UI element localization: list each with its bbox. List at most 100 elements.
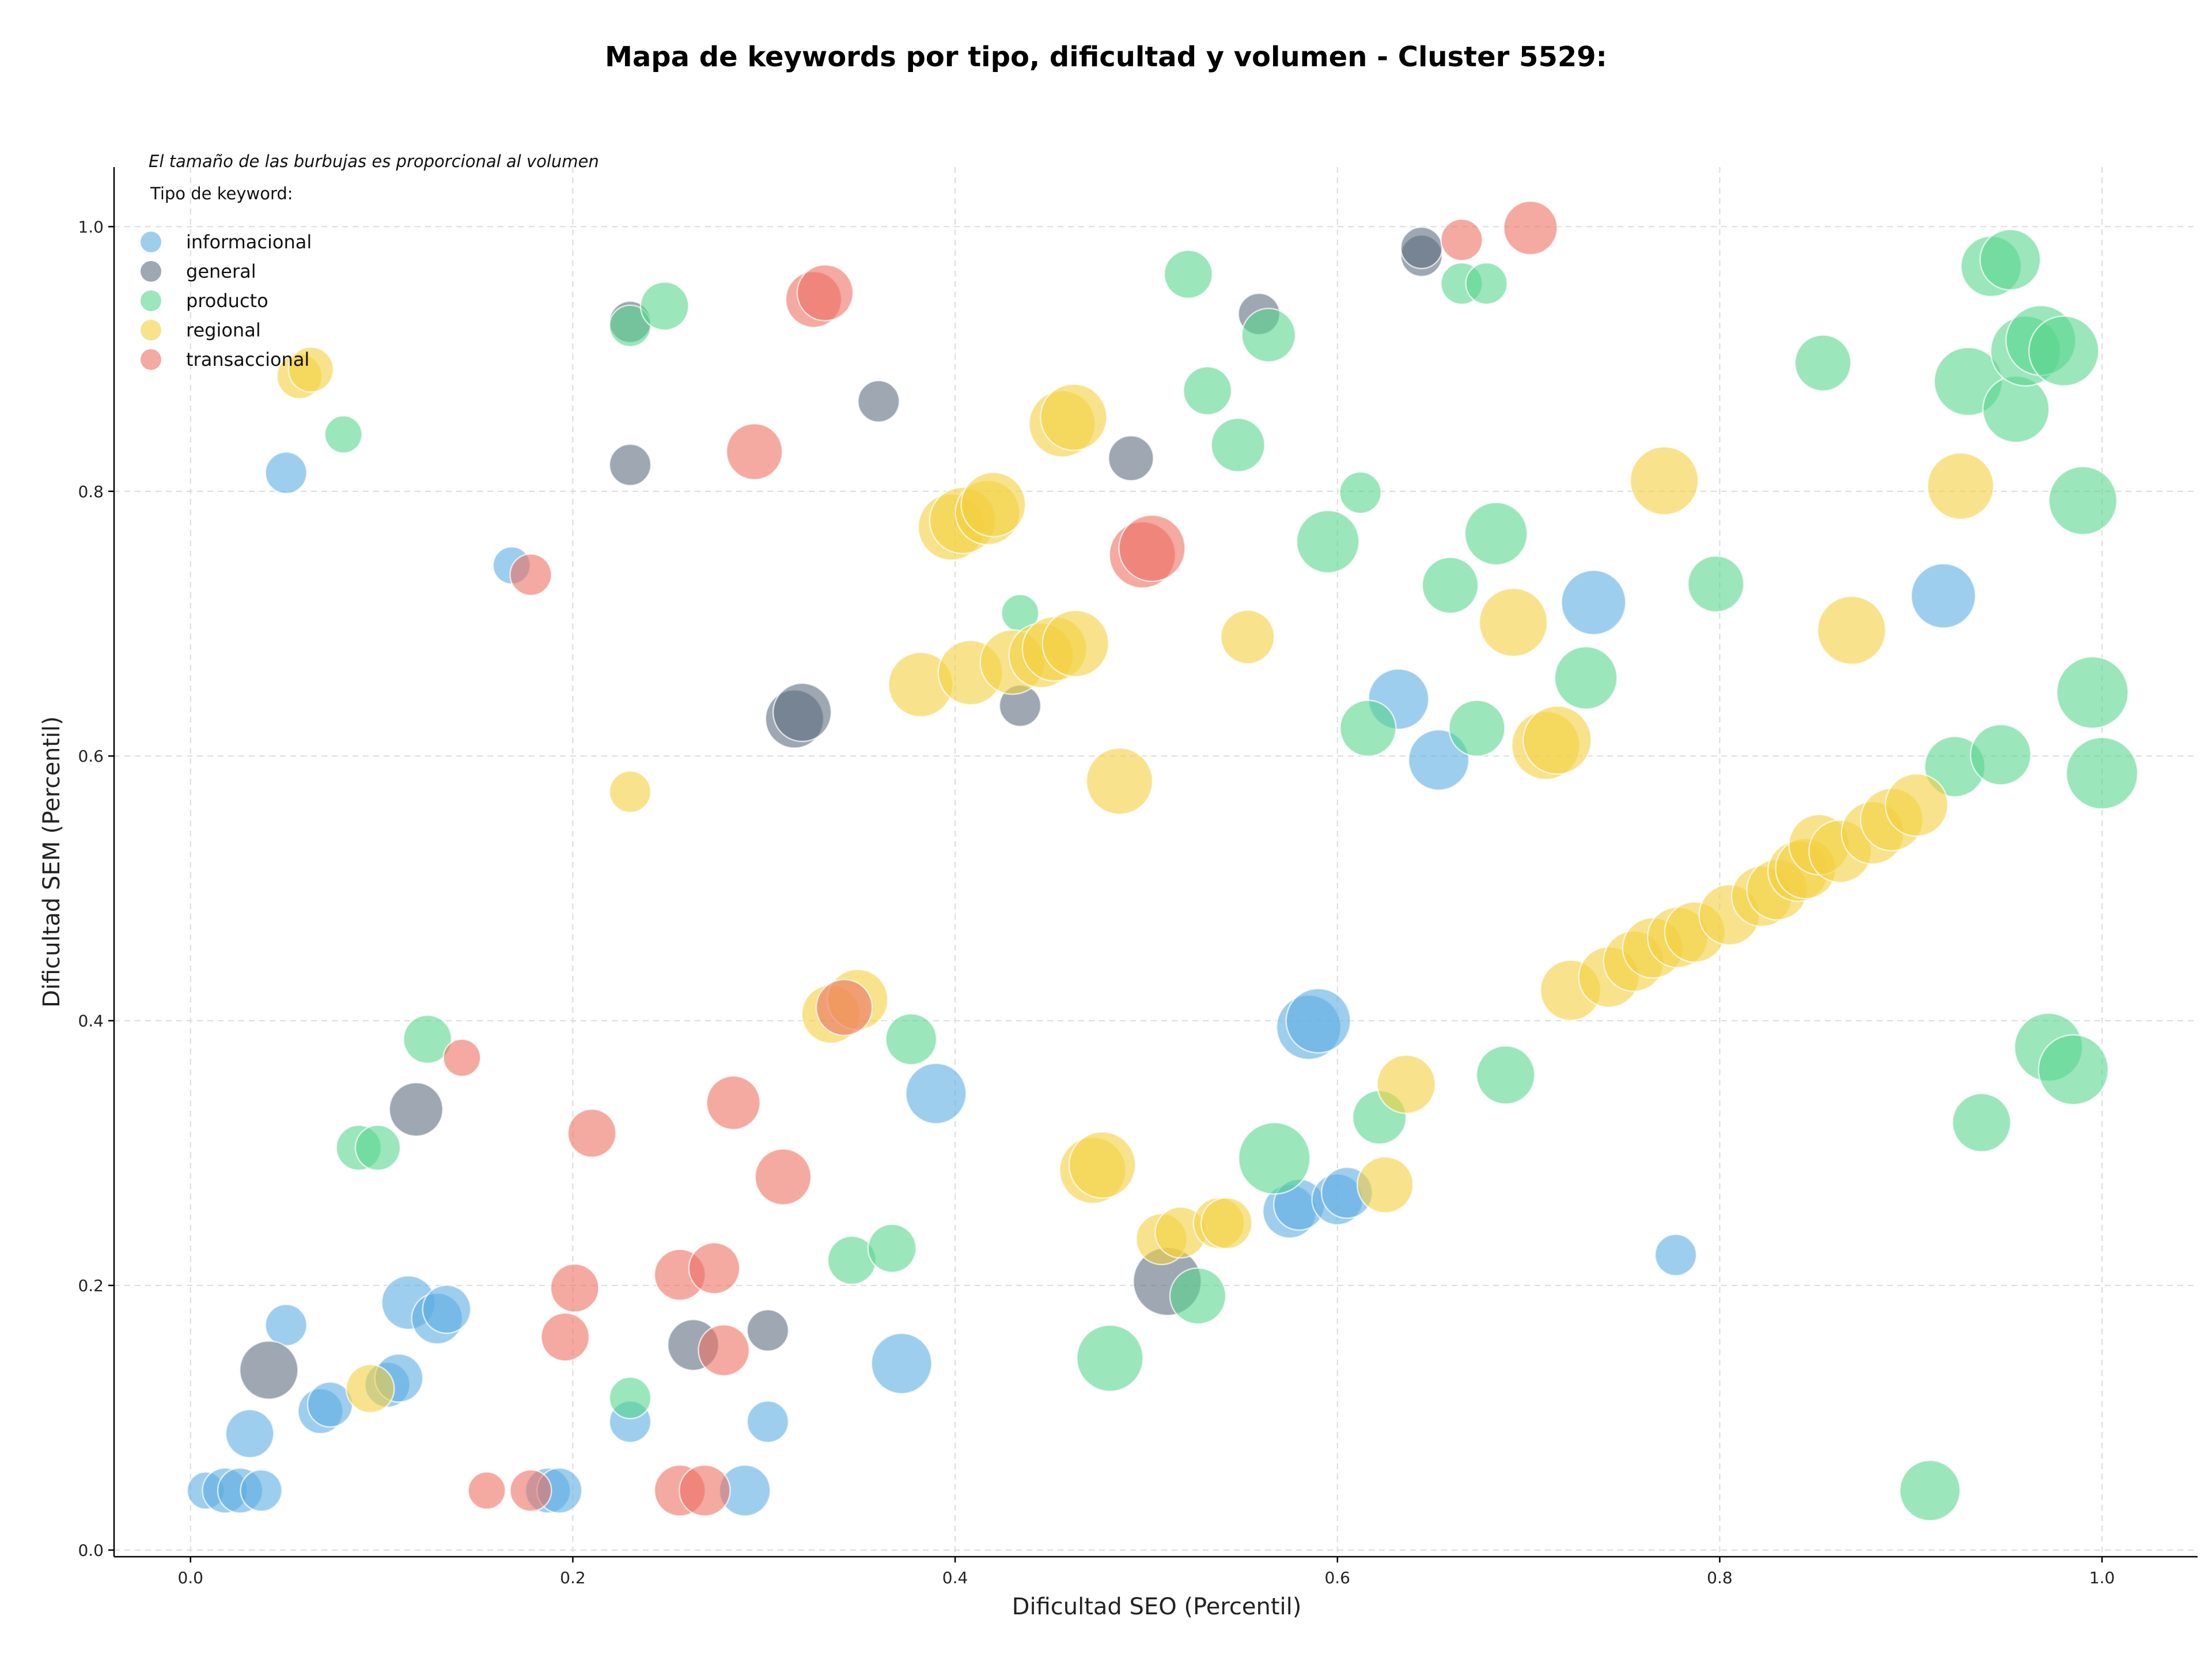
bubble-size-note: El tamaño de las burbujas es proporciona… — [149, 152, 599, 171]
bubble-point — [772, 682, 832, 743]
bubble-point — [467, 1471, 506, 1510]
bubble-point — [857, 380, 900, 423]
bubble-point — [1108, 435, 1154, 482]
bubble-point — [1041, 610, 1109, 678]
bubble-point — [960, 471, 1027, 538]
y-tick-label: 0.6 — [78, 747, 104, 766]
bubble-point — [1629, 446, 1699, 516]
bubble-point — [1465, 262, 1508, 305]
bubble-point — [639, 281, 690, 331]
bubble-point — [550, 1263, 600, 1313]
bubble-point — [264, 451, 308, 494]
bubble-point — [796, 264, 854, 322]
bubble-point — [2065, 736, 2139, 810]
bubble-point — [1237, 1122, 1311, 1195]
bubble-point — [1220, 609, 1275, 665]
y-axis-label: Dificultad SEM (Percentil) — [39, 716, 65, 1008]
bubble-point — [2028, 315, 2100, 387]
legend-label: producto — [186, 290, 268, 312]
bubble-point — [1285, 987, 1351, 1054]
y-tick-label: 0.0 — [78, 1541, 104, 1560]
bubble-point — [1687, 555, 1745, 613]
bubble-point — [2048, 466, 2118, 536]
bubble-point — [1076, 1324, 1144, 1393]
x-axis-label: Dificultad SEO (Percentil) — [1012, 1594, 1302, 1620]
bubble-point — [1339, 699, 1397, 757]
bubble-point — [1376, 1054, 1436, 1114]
bubble-point — [403, 1014, 453, 1064]
bubble-point — [1400, 226, 1443, 270]
bubble-point — [1085, 747, 1154, 815]
bubble-point — [1169, 1267, 1227, 1325]
y-tick-label: 1.0 — [78, 217, 104, 236]
legend-marker — [141, 261, 161, 282]
bubble-point — [1476, 1045, 1536, 1105]
x-tick-label: 0.0 — [177, 1568, 203, 1587]
legend-label: transaccional — [186, 349, 309, 370]
series-regional — [276, 346, 1995, 1414]
bubble-point — [754, 1148, 812, 1206]
bubble-point — [1296, 509, 1360, 574]
bubble-layer — [186, 200, 2139, 1522]
bubble-point — [1440, 218, 1483, 262]
bubble-point — [608, 1376, 652, 1420]
bubble-point — [567, 1108, 617, 1158]
legend-marker — [141, 290, 161, 311]
bubble-point — [1464, 501, 1528, 566]
bubble-point — [867, 1223, 917, 1273]
bubble-point — [345, 1364, 395, 1414]
bubble-point — [1926, 452, 1995, 520]
bubble-point — [1478, 587, 1548, 657]
bubble-point — [870, 1333, 933, 1395]
bubble-point — [287, 346, 335, 393]
bubble-point — [1654, 1234, 1698, 1277]
bubble-point — [2056, 656, 2129, 729]
bubble-point — [905, 1062, 967, 1125]
bubble-point — [746, 1309, 790, 1352]
bubble-point — [1952, 1092, 2012, 1153]
legend-title: Tipo de keyword: — [150, 184, 293, 203]
bubble-point — [509, 553, 552, 596]
x-tick-label: 0.4 — [942, 1568, 968, 1587]
y-tick-label: 0.8 — [78, 482, 104, 501]
bubble-point — [2037, 1034, 2109, 1106]
bubble-point — [725, 423, 783, 480]
x-tick-label: 0.2 — [560, 1568, 586, 1587]
bubble-point — [239, 1340, 299, 1400]
bubble-point — [264, 1303, 308, 1347]
bubble-point — [1554, 646, 1618, 710]
y-tick-label: 0.2 — [78, 1276, 104, 1295]
bubble-point — [1068, 1131, 1137, 1199]
bubble-point — [1448, 699, 1506, 757]
x-tick-label: 1.0 — [2089, 1568, 2115, 1587]
legend: informacional general producto regional tran… — [141, 231, 312, 370]
bubble-point — [1982, 375, 2050, 444]
bubble-point — [1899, 1459, 1961, 1522]
bubble-point — [706, 1075, 761, 1130]
bubble-point — [1210, 417, 1266, 473]
bubble-point — [1356, 1156, 1414, 1214]
bubble-point — [442, 1038, 482, 1077]
bubble-point — [1884, 773, 1949, 837]
bubble-point — [540, 1312, 590, 1362]
bubble-point — [815, 978, 873, 1036]
legend-label: informacional — [186, 231, 312, 253]
legend-label: general — [186, 260, 256, 282]
bubble-point — [1522, 705, 1592, 775]
bubble-point — [225, 1409, 275, 1459]
bubble-point — [885, 1013, 938, 1066]
bubble-point — [1163, 249, 1213, 300]
bubble-point — [1118, 514, 1186, 582]
bubble-point — [240, 1469, 283, 1512]
chart-title: Mapa de keywords por tipo, dificultad y … — [605, 41, 1607, 73]
legend-marker — [141, 232, 161, 252]
bubble-point — [1421, 557, 1479, 614]
legend-marker — [141, 320, 161, 340]
axis-ticks: 0.0 0.2 0.4 0.6 0.8 1.0 0.0 0.2 0.4 0.6 0.8 1.0 — [78, 217, 2115, 1587]
series-producto — [324, 229, 2139, 1522]
y-tick-label: 0.4 — [78, 1012, 104, 1031]
bubble-point — [678, 1464, 731, 1517]
bubble-point — [1339, 471, 1382, 514]
series-transaccional — [442, 200, 1558, 1517]
bubble-point — [608, 770, 652, 814]
